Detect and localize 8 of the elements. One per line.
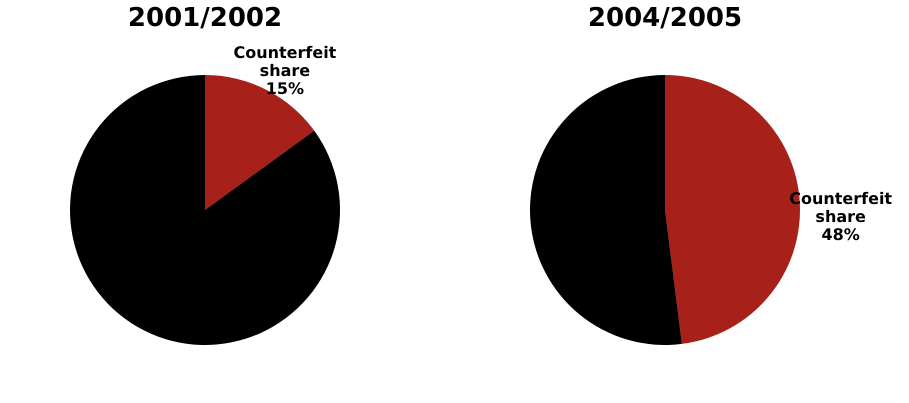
pie-slice [205,75,314,210]
data-label: 15% [266,79,304,98]
chart-title: 2004/2005 [588,3,742,33]
slice-label: Counterfeit share [233,43,337,80]
chart-title: 2001/2002 [128,3,282,33]
data-label: 48% [822,224,860,244]
pie-slice [70,75,340,345]
pie-slice [530,75,682,345]
